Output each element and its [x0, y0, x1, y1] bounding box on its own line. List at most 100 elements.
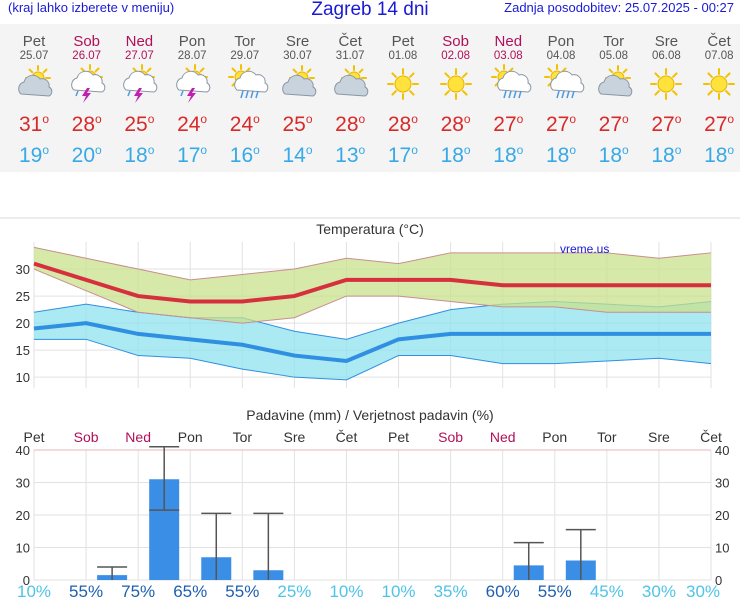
day-date: 28.07	[177, 50, 207, 62]
day-column: Pet 01.08 28o 17o	[377, 24, 429, 169]
min-temperature: 18o	[545, 143, 577, 167]
degree-sign: o	[674, 112, 682, 126]
precipitation-probability: 45%	[590, 582, 624, 600]
temperature-chart: Temperatura (°C) 10 15 20 25 30 vreme.us	[0, 217, 740, 388]
max-temperature: 27o	[598, 112, 629, 136]
day-column: Ned 03.08 27o 18o	[482, 24, 534, 169]
thunderstorm-sun-icon	[113, 63, 165, 105]
precipitation-probability: 55%	[225, 582, 259, 600]
max-temperature: 24o	[229, 112, 260, 136]
min-temperature-band	[34, 301, 711, 380]
day-name: Pet	[391, 33, 415, 50]
degree-sign: o	[200, 112, 208, 126]
sun-icon	[430, 63, 482, 105]
max-temperature-band	[34, 247, 711, 324]
y-tick-label: 15	[16, 343, 30, 358]
precipitation-probability: 10%	[17, 582, 51, 600]
degree-sign: o	[147, 112, 155, 126]
precipitation-probability: 55%	[538, 582, 572, 600]
min-temperature: 19o	[18, 143, 50, 167]
x-tick-label: Čet	[700, 429, 722, 445]
x-tick-label: Pon	[178, 429, 203, 445]
degree-sign: o	[569, 143, 577, 157]
day-date: 04.08	[546, 50, 576, 62]
day-column: Pon 04.08 27o 18o	[535, 24, 587, 169]
sun-icon	[693, 63, 740, 105]
day-name: Sob	[442, 33, 469, 50]
max-temperature: 28o	[440, 112, 471, 136]
day-date: 31.07	[335, 50, 365, 62]
thunderstorm-sun-icon	[166, 63, 218, 105]
day-name: Pon	[178, 33, 206, 50]
cloud-sun-icon	[588, 63, 640, 105]
max-temperature: 31o	[18, 112, 50, 136]
day-column: Pet 25.07 31o 19o	[8, 24, 60, 169]
day-date: 25.07	[19, 50, 49, 62]
y-tick-label-right: 0	[715, 573, 722, 588]
day-name: Sob	[73, 33, 101, 50]
precipitation-chart: Padavine (mm) / Verjetnost padavin (%) Pe…	[16, 407, 730, 600]
max-temperature-line	[33, 261, 711, 304]
max-temperature: 27o	[493, 112, 524, 136]
day-name: Ned	[125, 33, 154, 50]
cloud-sun-icon	[324, 63, 376, 105]
degree-sign: o	[253, 112, 260, 126]
precipitation-probability: 10%	[329, 582, 363, 600]
day-date: 02.08	[441, 50, 470, 62]
degree-sign: o	[253, 143, 260, 157]
x-tick-label: Sre	[648, 429, 670, 445]
degree-sign: o	[516, 143, 524, 157]
chart-title: Padavine (mm) / Verjetnost padavin (%)	[246, 407, 493, 423]
day-date: 27.07	[125, 50, 154, 62]
thunderstorm-sun-icon	[61, 63, 113, 105]
y-tick-label: 30	[16, 476, 30, 491]
min-temperature: 17o	[387, 143, 418, 167]
min-temperature: 18o	[704, 143, 735, 167]
day-date: 07.08	[704, 50, 734, 62]
day-name: Tor	[234, 33, 256, 50]
band-edge-line	[33, 246, 712, 281]
y-tick-label: 30	[16, 262, 30, 277]
min-temperature: 18o	[651, 143, 682, 167]
day-column: Tor 29.07 24o 16o	[219, 24, 271, 169]
degree-sign: o	[622, 112, 629, 126]
max-temperature: 28o	[335, 112, 366, 136]
precipitation-probability: 35%	[434, 582, 468, 600]
watermark: vreme.us	[560, 242, 609, 256]
day-column: Sob 26.07 28o 20o	[61, 24, 113, 169]
degree-sign: o	[411, 112, 418, 126]
precipitation-probability: 55%	[69, 582, 103, 600]
day-date: 01.08	[388, 50, 418, 62]
min-temperature: 18o	[440, 143, 471, 167]
menu-hint: (kraj lahko izberete v meniju)	[8, 0, 175, 15]
chart-title: Temperatura (°C)	[316, 221, 424, 237]
max-temperature: 25o	[282, 112, 313, 136]
max-temperature: 28o	[387, 112, 418, 136]
day-column: Čet 31.07 28o 13o	[324, 24, 376, 169]
day-name: Pet	[22, 33, 46, 50]
precipitation-probability: 60%	[486, 582, 520, 600]
day-name: Ned	[494, 33, 523, 50]
x-tick-label: Sob	[438, 429, 463, 445]
degree-sign: o	[674, 143, 682, 157]
degree-sign: o	[42, 143, 50, 157]
degree-sign: o	[463, 143, 471, 157]
degree-sign: o	[727, 112, 735, 126]
x-tick-label: Ned	[490, 429, 516, 445]
y-tick-label: 10	[16, 370, 30, 385]
day-column: Tor 05.08 27o 18o	[588, 24, 640, 169]
min-temperature-line	[33, 321, 711, 364]
rain-sun-icon	[219, 63, 271, 105]
day-date: 06.08	[652, 50, 681, 62]
min-temperature: 20o	[71, 143, 102, 167]
y-tick-label: 40	[16, 443, 30, 458]
last-update: Zadnja posodobitev: 25.07.2025 - 00:27	[504, 0, 734, 15]
cloud-sun-icon	[272, 63, 324, 105]
precipitation-probability: 25%	[277, 582, 311, 600]
x-tick-label: Čet	[336, 429, 358, 445]
y-tick-label: 10	[16, 541, 30, 556]
min-temperature: 18o	[598, 143, 629, 167]
rain-sun-icon	[535, 63, 587, 105]
max-temperature: 28o	[71, 112, 102, 136]
degree-sign: o	[516, 112, 524, 126]
